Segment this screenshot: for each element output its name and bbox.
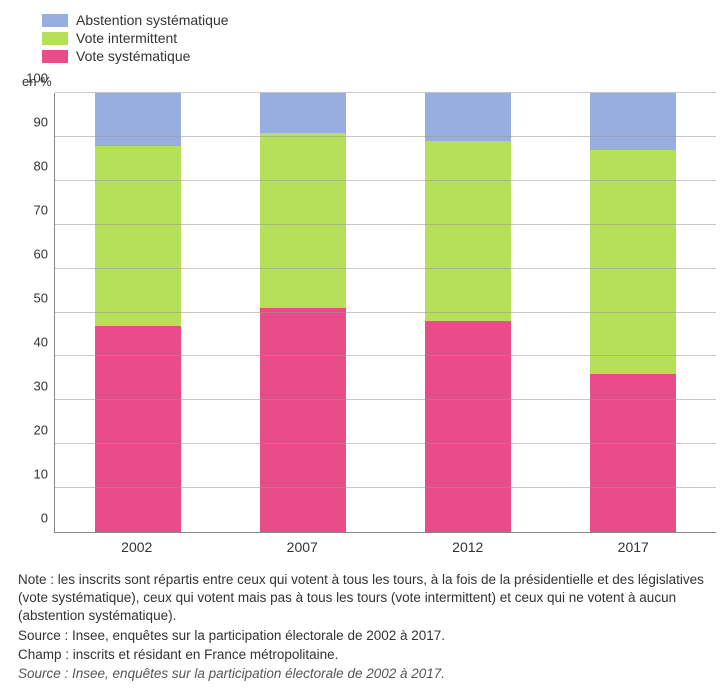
x-tick-label: 2002 xyxy=(71,539,203,555)
y-axis: 0102030405060708090100 xyxy=(12,93,54,533)
bar-segment-abstention-systematique xyxy=(260,93,346,133)
bar-column xyxy=(567,93,699,532)
x-axis: 2002 2007 2012 2017 xyxy=(12,533,716,567)
plot-area xyxy=(54,93,716,533)
legend-label: Vote systématique xyxy=(76,48,190,64)
gridline xyxy=(55,180,716,181)
gridline xyxy=(55,224,716,225)
legend-item: Abstention systématique xyxy=(42,12,716,28)
y-tick-label: 0 xyxy=(41,511,48,526)
y-tick-label: 20 xyxy=(34,423,48,438)
bar-segment-abstention-systematique xyxy=(425,93,511,141)
legend-swatch xyxy=(42,14,68,27)
x-tick-label: 2017 xyxy=(567,539,699,555)
y-tick-label: 50 xyxy=(34,291,48,306)
bar-column xyxy=(72,93,204,532)
note-text: Note : les inscrits sont répartis entre … xyxy=(18,571,710,626)
stacked-bar xyxy=(590,93,676,532)
stacked-bar xyxy=(260,93,346,532)
bar-segment-abstention-systematique xyxy=(590,93,676,150)
note-source-italic: Source : Insee, enquêtes sur la particip… xyxy=(18,665,710,683)
chart-legend: Abstention systématique Vote intermitten… xyxy=(12,8,716,74)
gridline xyxy=(55,443,716,444)
chart-notes: Note : les inscrits sont répartis entre … xyxy=(12,567,716,683)
gridline xyxy=(55,312,716,313)
bar-segment-vote-intermittent xyxy=(590,150,676,374)
legend-label: Vote intermittent xyxy=(76,30,177,46)
y-tick-label: 90 xyxy=(34,115,48,130)
gridline xyxy=(55,355,716,356)
y-tick-label: 40 xyxy=(34,335,48,350)
gridline xyxy=(55,268,716,269)
bar-segment-vote-intermittent xyxy=(260,133,346,309)
bar-segment-vote-systematique xyxy=(425,321,511,532)
y-tick-label: 70 xyxy=(34,203,48,218)
note-champ: Champ : inscrits et résidant en France m… xyxy=(18,646,710,664)
gridline xyxy=(55,136,716,137)
bar-segment-vote-intermittent xyxy=(425,141,511,321)
y-axis-unit-label: en % xyxy=(12,74,716,89)
legend-item: Vote systématique xyxy=(42,48,716,64)
legend-item: Vote intermittent xyxy=(42,30,716,46)
bar-column xyxy=(402,93,534,532)
legend-swatch xyxy=(42,50,68,63)
gridline xyxy=(55,487,716,488)
x-tick-label: 2012 xyxy=(402,539,534,555)
y-tick-label: 80 xyxy=(34,159,48,174)
note-source: Source : Insee, enquêtes sur la particip… xyxy=(18,627,710,645)
x-tick-label: 2007 xyxy=(236,539,368,555)
y-tick-label: 100 xyxy=(26,71,48,86)
bar-column xyxy=(237,93,369,532)
bar-segment-abstention-systematique xyxy=(95,93,181,146)
y-tick-label: 30 xyxy=(34,379,48,394)
bar-segment-vote-systematique xyxy=(260,308,346,532)
bar-segment-vote-systematique xyxy=(590,374,676,532)
y-tick-label: 60 xyxy=(34,247,48,262)
legend-swatch xyxy=(42,32,68,45)
gridline xyxy=(55,399,716,400)
stacked-bar xyxy=(425,93,511,532)
bar-segment-vote-intermittent xyxy=(95,146,181,326)
bar-segment-vote-systematique xyxy=(95,326,181,532)
y-tick-label: 10 xyxy=(34,467,48,482)
stacked-bar xyxy=(95,93,181,532)
legend-label: Abstention systématique xyxy=(76,12,229,28)
bars-container xyxy=(55,93,716,532)
gridline xyxy=(55,92,716,93)
chart-area: 0102030405060708090100 xyxy=(12,93,716,533)
